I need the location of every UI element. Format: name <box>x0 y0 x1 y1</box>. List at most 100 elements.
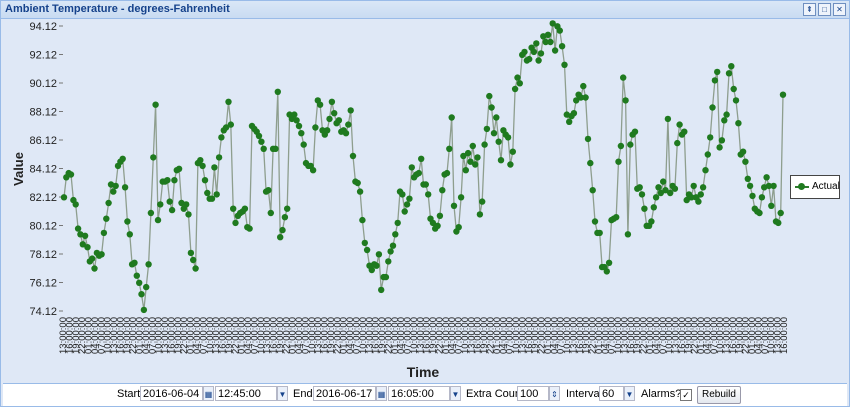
data-point[interactable] <box>674 139 681 147</box>
data-point[interactable] <box>312 124 319 131</box>
data-point[interactable] <box>258 138 265 145</box>
data-point[interactable] <box>359 216 366 224</box>
data-point[interactable] <box>504 134 512 141</box>
data-point[interactable] <box>749 192 756 200</box>
start-date-field[interactable]: 2016-06-04 <box>140 386 203 401</box>
data-point[interactable] <box>660 178 667 185</box>
data-point[interactable] <box>183 201 190 208</box>
data-point[interactable] <box>399 191 406 198</box>
data-point[interactable] <box>403 201 411 208</box>
data-point[interactable] <box>382 273 390 281</box>
data-point[interactable] <box>281 214 289 221</box>
maximize-icon[interactable]: □ <box>818 3 831 16</box>
data-point[interactable] <box>775 219 782 227</box>
data-point[interactable] <box>587 159 594 167</box>
data-point[interactable] <box>779 91 787 98</box>
extra-count-field[interactable]: 100 <box>517 386 549 401</box>
interval-field[interactable]: 60 <box>599 386 624 401</box>
data-point[interactable] <box>530 48 538 56</box>
data-point[interactable] <box>175 165 183 172</box>
data-point[interactable] <box>488 104 495 111</box>
data-point[interactable] <box>763 174 770 181</box>
close-icon[interactable]: ✕ <box>833 3 846 16</box>
data-point[interactable] <box>295 122 303 130</box>
data-point[interactable] <box>474 154 481 161</box>
data-point[interactable] <box>603 268 610 275</box>
data-point[interactable] <box>418 155 425 162</box>
data-point[interactable] <box>744 175 751 182</box>
data-point[interactable] <box>211 164 218 171</box>
data-point[interactable] <box>143 283 150 291</box>
data-point[interactable] <box>648 218 655 225</box>
data-point[interactable] <box>185 211 192 218</box>
data-point[interactable] <box>342 130 350 137</box>
data-point[interactable] <box>507 161 514 168</box>
data-point[interactable] <box>279 226 286 234</box>
data-point[interactable] <box>697 191 704 198</box>
data-point[interactable] <box>476 211 484 218</box>
data-point[interactable] <box>89 255 96 262</box>
data-point[interactable] <box>124 218 131 225</box>
data-point[interactable] <box>192 265 199 272</box>
data-point[interactable] <box>735 120 742 127</box>
data-point[interactable] <box>481 141 488 148</box>
chevron-down-icon[interactable]: ▼ <box>277 386 288 401</box>
data-point[interactable] <box>551 47 559 54</box>
data-point[interactable] <box>201 177 209 184</box>
data-point[interactable] <box>582 94 589 101</box>
data-point[interactable] <box>72 201 79 208</box>
data-point[interactable] <box>208 195 216 202</box>
data-point[interactable] <box>561 61 568 68</box>
data-point[interactable] <box>136 279 143 286</box>
data-point[interactable] <box>91 265 98 272</box>
data-point[interactable] <box>284 205 291 212</box>
data-point[interactable] <box>131 259 138 266</box>
data-point[interactable] <box>638 191 646 198</box>
data-point[interactable] <box>756 209 763 217</box>
data-point[interactable] <box>103 215 110 222</box>
data-point[interactable] <box>112 182 119 190</box>
data-point[interactable] <box>493 114 500 121</box>
data-point[interactable] <box>349 152 357 160</box>
data-point[interactable] <box>589 187 596 194</box>
data-point[interactable] <box>121 184 129 191</box>
data-point[interactable] <box>274 88 281 96</box>
data-point[interactable] <box>676 121 683 128</box>
data-point[interactable] <box>650 204 657 211</box>
data-point[interactable] <box>681 128 688 135</box>
data-point[interactable] <box>570 110 578 117</box>
data-point[interactable] <box>721 117 728 124</box>
data-point[interactable] <box>385 258 392 265</box>
data-point[interactable] <box>704 151 711 158</box>
data-point[interactable] <box>361 239 368 247</box>
data-point[interactable] <box>260 145 267 152</box>
data-point[interactable] <box>199 162 206 170</box>
data-point[interactable] <box>154 216 162 224</box>
data-point[interactable] <box>758 194 766 201</box>
chevron-down-icon[interactable]: ▼ <box>450 386 461 401</box>
collapse-icon[interactable]: ⇞ <box>803 3 816 16</box>
data-point[interactable] <box>84 244 91 251</box>
data-point[interactable] <box>770 182 777 190</box>
data-point[interactable] <box>375 251 383 258</box>
data-point[interactable] <box>230 205 237 212</box>
data-point[interactable] <box>495 138 502 145</box>
data-point[interactable] <box>596 229 603 237</box>
data-point[interactable] <box>728 63 735 70</box>
data-point[interactable] <box>657 189 664 197</box>
data-point[interactable] <box>105 199 112 207</box>
data-point[interactable] <box>469 142 476 150</box>
data-point[interactable] <box>394 219 401 227</box>
data-point[interactable] <box>368 266 375 274</box>
data-point[interactable] <box>326 115 333 123</box>
end-time-field[interactable]: 16:05:00 <box>388 386 450 401</box>
data-point[interactable] <box>267 209 274 217</box>
data-point[interactable] <box>699 184 707 191</box>
data-point[interactable] <box>378 286 385 294</box>
data-point[interactable] <box>723 111 730 118</box>
data-point[interactable] <box>584 135 592 143</box>
data-point[interactable] <box>157 201 164 208</box>
data-point[interactable] <box>450 202 458 209</box>
data-point[interactable] <box>197 157 204 164</box>
data-point[interactable] <box>204 189 211 197</box>
